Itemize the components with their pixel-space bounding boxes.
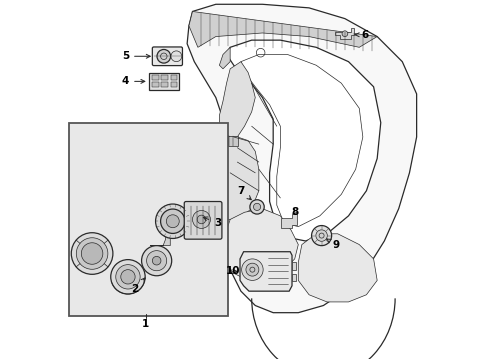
Text: 10: 10: [225, 266, 240, 276]
Polygon shape: [219, 137, 258, 220]
Bar: [161, 75, 167, 80]
Circle shape: [155, 204, 190, 238]
Text: 9: 9: [326, 239, 339, 249]
Polygon shape: [298, 234, 376, 302]
Bar: [170, 75, 177, 80]
Text: 8: 8: [291, 207, 299, 217]
Polygon shape: [223, 209, 298, 280]
Circle shape: [311, 226, 331, 246]
FancyBboxPatch shape: [152, 47, 182, 66]
Circle shape: [152, 256, 161, 265]
Polygon shape: [281, 214, 297, 228]
Polygon shape: [219, 62, 255, 137]
Text: 1: 1: [142, 319, 149, 329]
Polygon shape: [226, 40, 380, 241]
Circle shape: [241, 259, 263, 280]
Circle shape: [76, 238, 108, 269]
Polygon shape: [240, 252, 291, 291]
Circle shape: [341, 31, 347, 37]
Text: 6: 6: [354, 30, 367, 40]
Polygon shape: [219, 47, 230, 69]
Bar: [291, 274, 296, 282]
Circle shape: [197, 215, 205, 224]
Text: 7: 7: [237, 186, 251, 200]
Bar: [148, 73, 179, 90]
Bar: [69, 123, 228, 316]
Text: 2: 2: [131, 278, 145, 294]
Bar: [291, 262, 296, 270]
Bar: [161, 82, 167, 87]
FancyBboxPatch shape: [184, 202, 222, 239]
Circle shape: [116, 265, 140, 289]
Circle shape: [157, 49, 170, 63]
Circle shape: [121, 270, 135, 284]
Polygon shape: [188, 12, 376, 47]
Bar: [170, 82, 177, 87]
Circle shape: [192, 211, 210, 228]
Bar: [224, 136, 238, 146]
Circle shape: [146, 251, 166, 271]
Circle shape: [81, 243, 102, 264]
Circle shape: [142, 246, 171, 276]
Bar: [152, 82, 158, 87]
Text: 5: 5: [122, 51, 150, 61]
Polygon shape: [150, 234, 170, 246]
Circle shape: [245, 263, 258, 276]
Text: 4: 4: [122, 76, 144, 86]
Circle shape: [171, 51, 182, 62]
Circle shape: [315, 230, 326, 241]
Circle shape: [253, 203, 260, 211]
Circle shape: [71, 233, 113, 274]
Polygon shape: [335, 28, 353, 39]
Circle shape: [160, 209, 184, 233]
Text: 3: 3: [203, 217, 221, 228]
Circle shape: [249, 200, 264, 214]
Bar: [152, 75, 158, 80]
Circle shape: [166, 215, 179, 228]
Polygon shape: [187, 4, 416, 313]
Circle shape: [110, 260, 145, 294]
